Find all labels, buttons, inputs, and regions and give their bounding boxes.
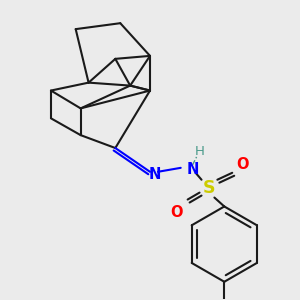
- Text: O: O: [236, 158, 248, 172]
- Text: N: N: [149, 167, 161, 182]
- Text: S: S: [203, 178, 216, 196]
- Text: O: O: [170, 205, 183, 220]
- Text: H: H: [195, 146, 205, 158]
- Text: N: N: [186, 162, 199, 177]
